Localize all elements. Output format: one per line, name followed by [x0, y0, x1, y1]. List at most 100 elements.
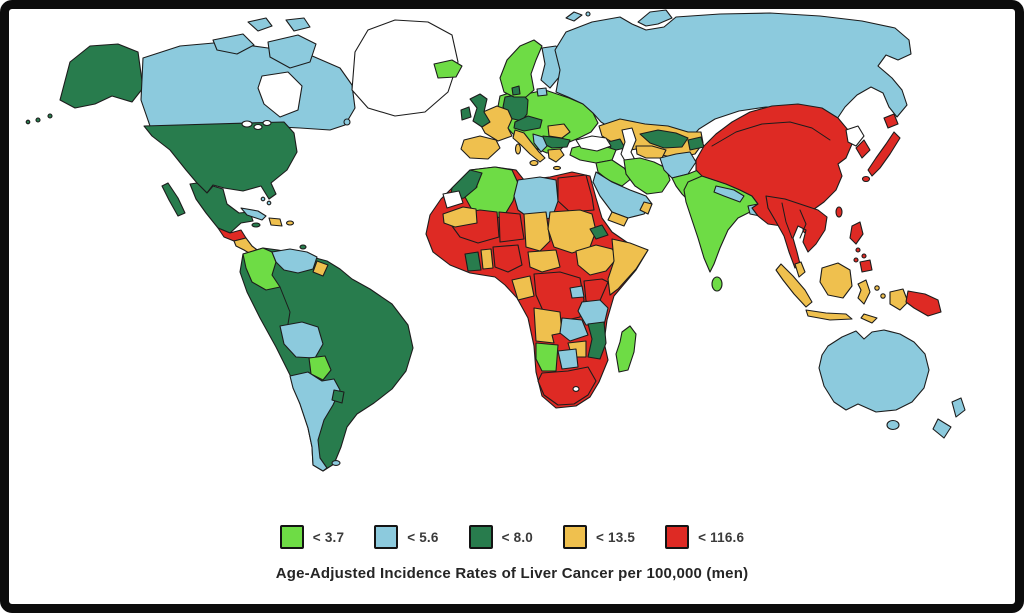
region-new-zealand-north	[951, 397, 966, 418]
region-uzbekistan	[639, 129, 689, 149]
region-crete	[552, 165, 562, 171]
region-papua-new-guinea	[905, 290, 942, 317]
region-bahamas-2	[266, 200, 272, 206]
region-croatia-albania	[532, 133, 548, 153]
black-sea	[575, 135, 612, 152]
region-egypt	[557, 174, 595, 213]
region-ireland	[460, 106, 472, 121]
legend-label: < 13.5	[596, 529, 636, 545]
legend-swatch	[468, 525, 493, 549]
region-sudan	[547, 209, 597, 254]
great-lake-1	[241, 120, 253, 128]
region-aleutian-2	[35, 117, 41, 123]
region-svalbard-2	[585, 11, 591, 17]
region-italy	[512, 129, 546, 163]
region-afghanistan	[659, 151, 697, 179]
region-somalia	[607, 238, 649, 296]
region-greenland	[351, 19, 459, 117]
region-yemen	[607, 211, 629, 227]
region-mauritania	[442, 206, 478, 228]
region-paraguay	[308, 355, 332, 381]
legend-item: < 13.5	[563, 525, 635, 549]
region-iberia	[460, 135, 501, 160]
legend-swatch	[665, 525, 690, 549]
region-uganda	[569, 285, 585, 299]
region-syria-iraq	[595, 159, 633, 187]
region-zambia	[559, 317, 589, 342]
region-romania	[547, 123, 571, 139]
region-norway-sweden	[499, 39, 543, 98]
region-cuba	[240, 207, 267, 221]
hudson-bay	[257, 71, 303, 118]
border-indochina-1	[781, 202, 793, 239]
region-kenya	[583, 278, 609, 306]
legend-item: < 5.6	[374, 525, 438, 549]
region-baja	[161, 182, 186, 217]
region-hispaniola	[268, 217, 283, 227]
region-nigeria	[492, 244, 523, 273]
region-sicily	[529, 159, 539, 167]
region-russia	[554, 12, 912, 140]
region-baltic-states	[536, 87, 548, 97]
region-falkland-islands	[331, 460, 341, 466]
legend: < 3.7 < 5.6 < 8.0 < 13.5 < 116.6	[9, 525, 1015, 549]
region-aleutian-1	[47, 113, 53, 119]
legend-swatch	[374, 525, 399, 549]
region-south-korea	[855, 139, 871, 159]
legend-item: < 116.6	[665, 525, 744, 549]
region-namibia	[535, 342, 559, 372]
region-malaysia	[794, 261, 806, 278]
region-central-african-republic	[527, 249, 561, 273]
region-japan-honshu	[867, 131, 901, 177]
region-colombia	[242, 247, 281, 291]
region-philippines-mindanao	[859, 259, 873, 273]
region-ethiopia	[575, 244, 619, 276]
region-alaska	[59, 43, 144, 109]
region-japan-kyushu	[861, 175, 871, 183]
region-oman	[639, 201, 653, 215]
region-french-guiana	[312, 260, 329, 277]
region-tasmania	[886, 419, 900, 431]
region-borneo	[819, 262, 853, 299]
region-australia	[818, 329, 930, 413]
region-arctic-islands-1	[247, 17, 273, 32]
region-eritrea	[589, 224, 609, 240]
region-philippines-visayas-1	[855, 247, 861, 253]
region-angola	[533, 307, 563, 344]
region-moluccas-2	[880, 293, 886, 299]
region-timor	[860, 313, 878, 324]
region-chad	[523, 211, 551, 252]
region-niger	[498, 211, 525, 243]
great-lake-3	[262, 119, 272, 127]
region-victoria-island	[212, 33, 255, 55]
region-uruguay	[331, 389, 345, 404]
region-sulawesi	[857, 279, 871, 305]
legend-item: < 3.7	[279, 525, 345, 549]
region-puerto-rico	[285, 220, 295, 226]
region-corsica-sardinia	[514, 143, 522, 155]
region-jamaica	[251, 222, 261, 228]
region-saudi-arabia	[592, 171, 653, 219]
region-greece	[547, 148, 565, 163]
region-usa	[143, 121, 298, 200]
region-mozambique	[587, 321, 607, 360]
region-philippines-luzon	[849, 221, 864, 245]
region-gabon-congo	[511, 275, 535, 301]
region-denmark	[511, 85, 521, 96]
region-svalbard	[565, 11, 583, 22]
legend-label: < 3.7	[312, 529, 345, 545]
region-iran	[623, 157, 671, 195]
region-bolivia	[279, 321, 324, 359]
region-new-zealand-south	[932, 418, 952, 439]
region-baffin-island	[267, 34, 317, 69]
region-taiwan	[835, 206, 843, 218]
region-south-africa	[537, 366, 597, 406]
region-philippines-visayas-2	[861, 253, 867, 259]
region-novaya-zemlya	[637, 9, 673, 27]
region-west-papua	[889, 288, 909, 311]
region-newfoundland	[343, 118, 351, 126]
legend-item: < 8.0	[468, 525, 533, 549]
region-drc	[533, 271, 585, 322]
region-sri-lanka	[711, 276, 723, 292]
region-north-korea	[845, 125, 865, 147]
